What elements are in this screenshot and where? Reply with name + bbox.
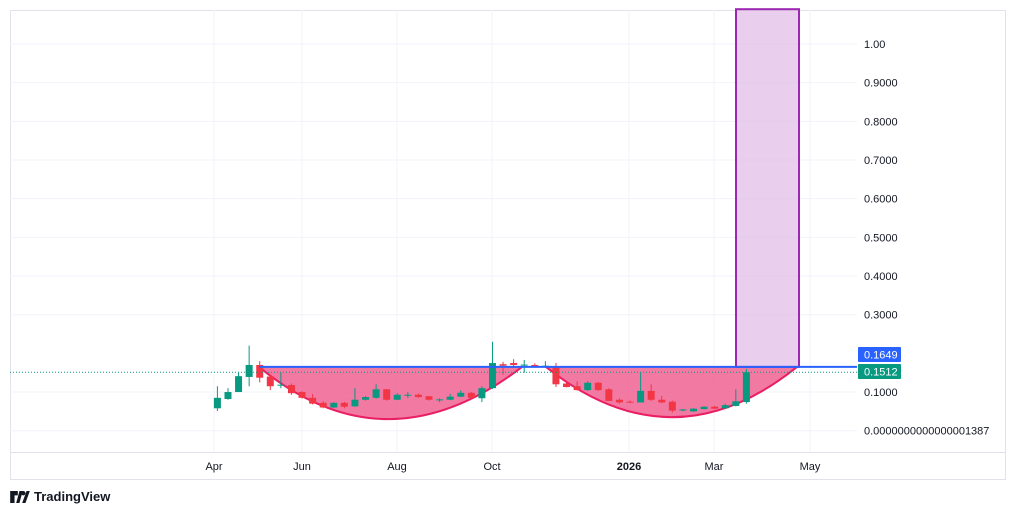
candle-body: [224, 392, 232, 399]
candle-body: [679, 409, 687, 411]
candle-body: [467, 392, 475, 398]
candle-body: [309, 397, 317, 404]
y-tick-label: 0.8000: [864, 116, 898, 128]
candle-body: [742, 372, 750, 403]
x-tick-label: May: [800, 461, 821, 473]
y-tick-label: 0.3000: [864, 310, 898, 322]
candle-body: [340, 402, 348, 407]
candle-body: [362, 397, 370, 400]
last-price-label: 0.1512: [864, 367, 898, 379]
y-tick-label: 0.1000: [864, 387, 898, 399]
candle-body: [637, 390, 645, 403]
candle-body: [213, 397, 221, 409]
candle-body: [531, 364, 539, 367]
x-tick-label: 2026: [617, 461, 641, 473]
candle-body: [393, 394, 401, 400]
resistance-price-badge: [858, 347, 901, 362]
x-tick-label: Aug: [387, 461, 407, 473]
y-tick-label: 0.0000000000000001387: [864, 426, 989, 438]
target-box: [735, 8, 800, 368]
candle-body: [436, 399, 444, 401]
x-tick-label: Apr: [205, 461, 222, 473]
y-tick-label: 1.00: [864, 39, 885, 51]
candle-body: [573, 386, 581, 391]
tradingview-logo-text: TradingView: [34, 489, 111, 504]
candle-body: [563, 383, 571, 388]
candle-body: [298, 392, 306, 398]
candle-body: [721, 405, 729, 409]
y-tick-label: 0.5000: [864, 232, 898, 244]
candle-body: [499, 364, 507, 366]
candle-body: [488, 363, 496, 389]
y-tick-label: 0.9000: [864, 78, 898, 90]
candle-body: [510, 363, 518, 365]
last-price-badge: [858, 364, 901, 379]
tradingview-logo-icon: [10, 490, 30, 503]
resistance-price-label: 0.1649: [864, 350, 898, 362]
y-tick-label: 0.7000: [864, 155, 898, 167]
candle-body: [690, 408, 697, 412]
candle-body: [404, 394, 412, 396]
candle-body: [732, 401, 740, 406]
candle-body: [647, 390, 655, 400]
candle-body: [256, 364, 264, 378]
candle-body: [615, 399, 623, 403]
tradingview-logo[interactable]: TradingView: [10, 489, 110, 504]
candle-body: [414, 394, 422, 398]
candle-body: [668, 401, 676, 411]
candle-body: [330, 402, 338, 408]
x-tick-label: Oct: [483, 461, 500, 473]
candle-body: [711, 406, 719, 409]
candle-body: [658, 399, 666, 403]
candle-body: [520, 364, 528, 366]
candle-body: [605, 389, 613, 401]
y-tick-label: 0.6000: [864, 194, 898, 206]
x-tick-label: Jun: [293, 461, 311, 473]
candle-body: [319, 402, 327, 408]
x-tick-label: Mar: [705, 461, 724, 473]
candle-body: [626, 401, 634, 403]
candle-body: [552, 366, 560, 385]
y-tick-label: 0.4000: [864, 271, 898, 283]
candle-body: [700, 406, 708, 410]
candle-body: [266, 376, 274, 387]
candle-body: [425, 396, 433, 400]
candle-body: [351, 399, 359, 407]
candle-body: [287, 385, 295, 394]
chart-frame: [10, 10, 1006, 480]
candle-body: [594, 382, 602, 391]
candle-body: [245, 364, 253, 377]
candle-body: [277, 384, 285, 386]
candle-body: [235, 376, 243, 393]
candle-body: [584, 382, 592, 391]
candle-body: [446, 396, 454, 400]
candle-body: [478, 388, 486, 399]
candle-body: [372, 389, 380, 398]
candle-body: [383, 389, 391, 400]
candle-body: [457, 392, 465, 397]
